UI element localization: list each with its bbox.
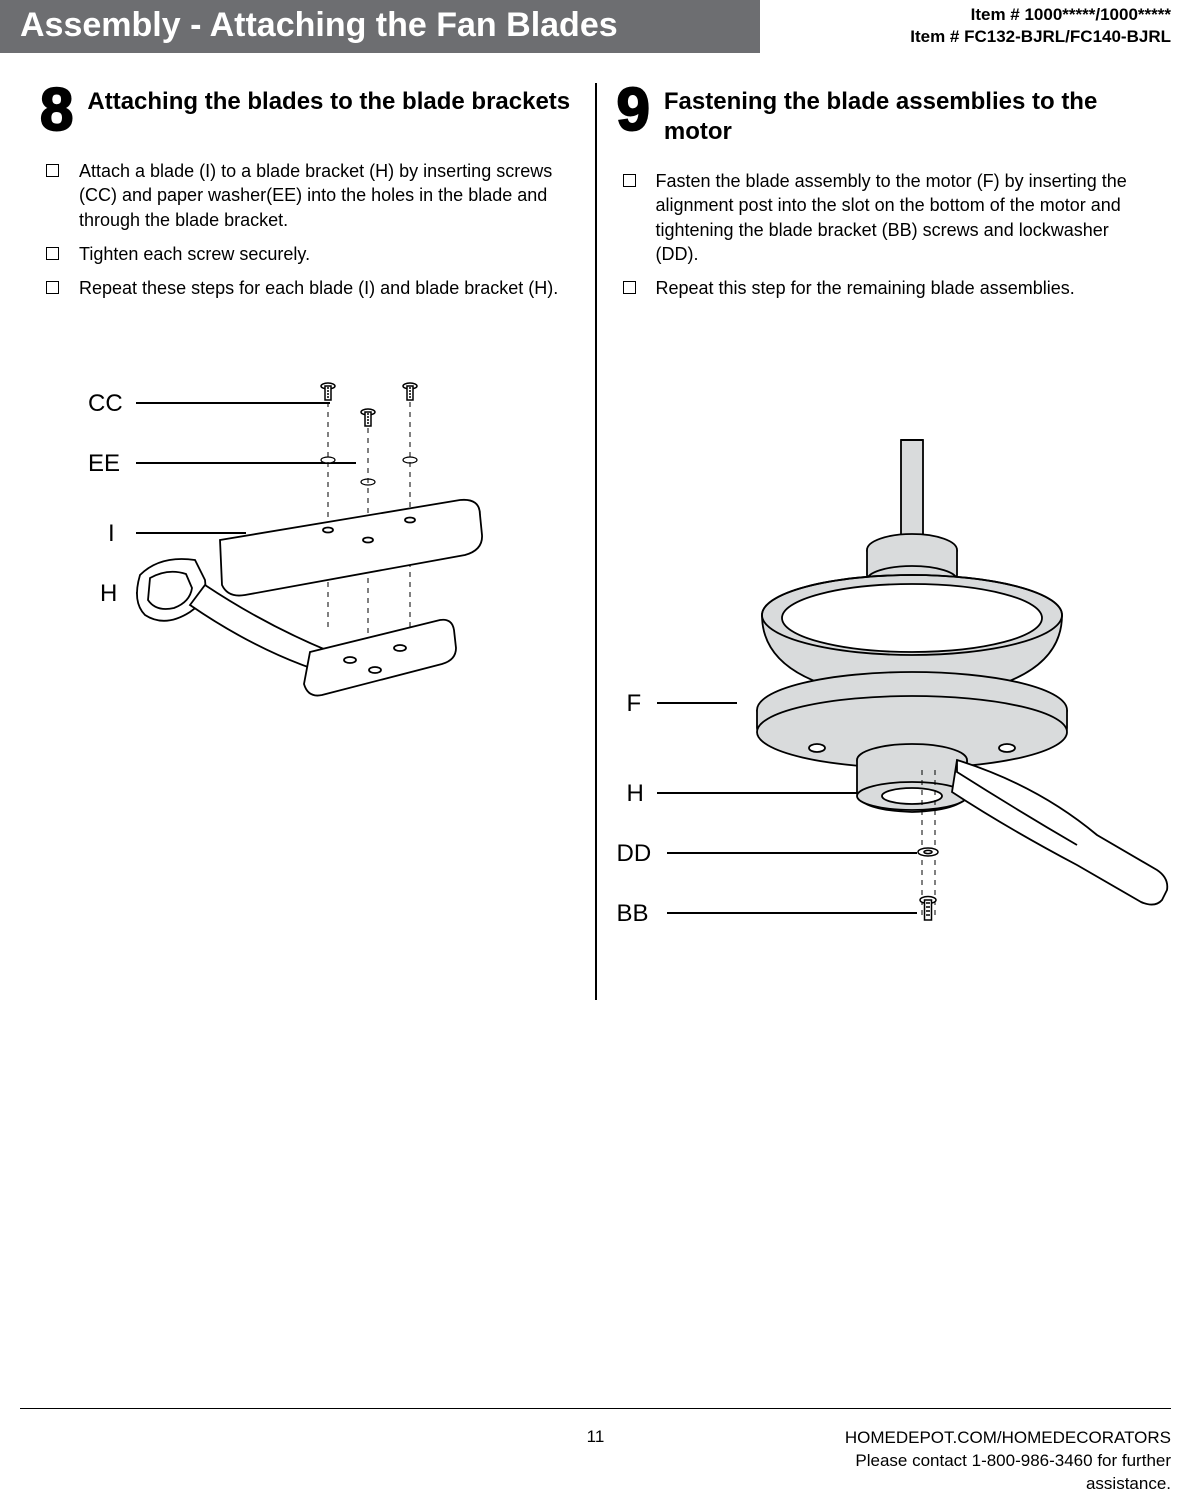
step-8-column: 8 Attaching the blades to the blade brac… (20, 83, 597, 1000)
bullet-item: Attach a blade (I) to a blade bracket (H… (46, 159, 575, 232)
step-9-title: Fastening the blade assemblies to the mo… (664, 83, 1151, 147)
diagram-label-h: H (100, 580, 117, 608)
blade-bracket-svg (150, 380, 550, 740)
diagram-label-f: F (627, 690, 642, 718)
footer-rule (20, 1408, 1171, 1409)
page-header: Assembly - Attaching the Fan Blades Item… (0, 0, 1191, 53)
diagram-label-ee: EE (88, 450, 120, 478)
checkbox-icon (623, 174, 636, 187)
bullet-item: Tighten each screw securely. (46, 242, 575, 266)
bullet-item: Fasten the blade assembly to the motor (… (623, 169, 1152, 266)
step-9-header: 9 Fastening the blade assemblies to the … (617, 83, 1152, 147)
step-8-title: Attaching the blades to the blade bracke… (87, 83, 570, 117)
step-9-number: 9 (617, 83, 650, 137)
content-columns: 8 Attaching the blades to the blade brac… (0, 53, 1191, 1000)
step-9-bullets: Fasten the blade assembly to the motor (… (617, 169, 1152, 300)
step-8-bullets: Attach a blade (I) to a blade bracket (H… (40, 159, 575, 300)
step-8-header: 8 Attaching the blades to the blade brac… (40, 83, 575, 137)
item-number-1: Item # 1000*****/1000***** (910, 4, 1171, 26)
diagram-label-cc: CC (88, 390, 123, 418)
step-8-diagram: CC EE I H (40, 380, 575, 800)
step-9-column: 9 Fastening the blade assemblies to the … (597, 83, 1172, 1000)
diagram-label-h: H (627, 780, 644, 808)
item-numbers: Item # 1000*****/1000***** Item # FC132-… (910, 0, 1171, 48)
checkbox-icon (46, 281, 59, 294)
bullet-item: Repeat this step for the remaining blade… (623, 276, 1152, 300)
section-title: Assembly - Attaching the Fan Blades (0, 0, 760, 53)
step-9-diagram: F H DD BB (617, 440, 1152, 1000)
page-number: 11 (404, 1427, 788, 1447)
bullet-item: Repeat these steps for each blade (I) an… (46, 276, 575, 300)
step-8-number: 8 (40, 83, 73, 137)
footer-contact: HOMEDEPOT.COM/HOMEDECORATORS Please cont… (787, 1427, 1171, 1496)
checkbox-icon (46, 164, 59, 177)
item-number-2: Item # FC132-BJRL/FC140-BJRL (910, 26, 1171, 48)
checkbox-icon (46, 247, 59, 260)
diagram-label-bb: BB (617, 900, 649, 928)
motor-assembly-svg (657, 440, 1177, 1000)
diagram-label-dd: DD (617, 840, 652, 868)
checkbox-icon (623, 281, 636, 294)
footer-url: HOMEDEPOT.COM/HOMEDECORATORS (787, 1427, 1171, 1450)
footer-phone: Please contact 1-800-986-3460 for furthe… (787, 1450, 1171, 1496)
diagram-label-i: I (108, 520, 115, 548)
page-footer: 11 HOMEDEPOT.COM/HOMEDECORATORS Please c… (20, 1408, 1171, 1496)
